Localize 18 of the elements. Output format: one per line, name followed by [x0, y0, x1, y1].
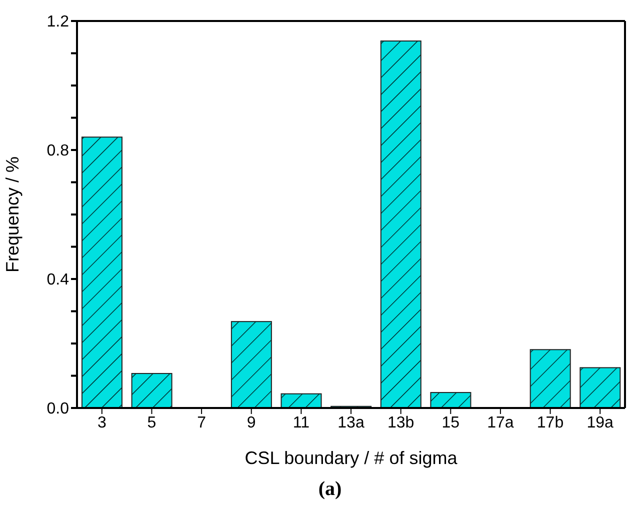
x-axis-title: CSL boundary / # of sigma — [244, 448, 458, 468]
y-tick-label: 0.4 — [46, 272, 70, 289]
x-tick-label: 13a — [338, 414, 364, 432]
text: (a) — [317, 478, 343, 501]
x-tick-label: 7 — [197, 414, 206, 432]
x-tick-label: 13b — [387, 414, 414, 432]
x-tick-label: 9 — [246, 414, 256, 432]
y-tick-label: 0.0 — [46, 400, 70, 418]
y-tick-label: 1.2 — [46, 14, 70, 31]
x-tick-label: 17b — [536, 414, 564, 432]
x-tick-label: 3 — [97, 414, 106, 432]
x-tick-label: 17a — [487, 414, 514, 432]
y-tick-label: 0.8 — [46, 142, 70, 160]
x-tick-label: 5 — [147, 414, 156, 432]
y-axis-title: Frequency / % — [2, 156, 22, 273]
x-tick-label: 15 — [442, 414, 460, 432]
x-tick-label: 11 — [292, 414, 310, 432]
x-tick-label: 19a — [586, 414, 614, 432]
